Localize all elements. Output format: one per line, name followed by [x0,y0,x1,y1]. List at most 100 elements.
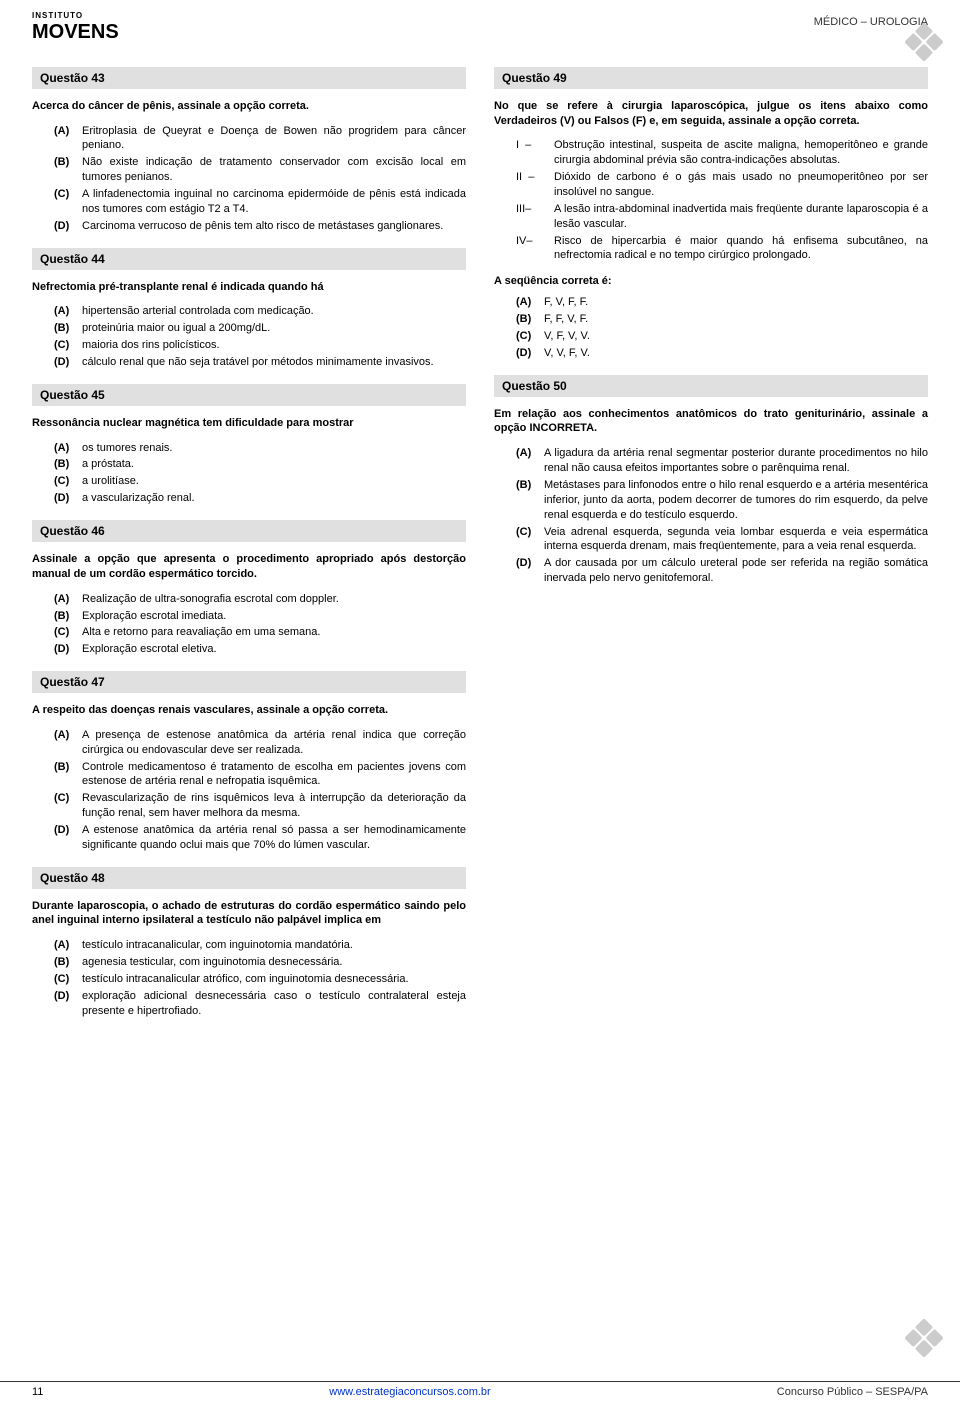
stem-43: Acerca do câncer de pênis, assinale a op… [32,99,466,114]
options-48: (A) testículo intracanalicular, com ingui… [32,938,466,1018]
option-text: Veia adrenal esquerda, segunda veia lomb… [544,525,928,555]
stem-47: A respeito das doenças renais vasculares… [32,703,466,718]
item-text: Obstrução intestinal, suspeita de ascite… [554,138,928,168]
item-49-IV: IV–Risco de hipercarbia é maior quando h… [516,234,928,264]
option-letter: (A) [54,124,78,154]
option-letter: (B) [54,457,78,472]
option-text: F, V, F, F. [544,295,928,310]
option-text: testículo intracanalicular, com inguinot… [82,938,466,953]
option-text: A presença de estenose anatômica da arté… [82,728,466,758]
option-letter: (B) [54,955,78,970]
option-text: exploração adicional desnecessária caso … [82,989,466,1019]
option-letter: (B) [54,760,78,790]
option-text: Realização de ultra-sonografia escrotal … [82,592,466,607]
option-48-C: (C) testículo intracanalicular atrófico, … [54,972,466,987]
option-text: Eritroplasia de Queyrat e Doença de Bowe… [82,124,466,154]
option-50-C: (C)Veia adrenal esquerda, segunda veia l… [516,525,928,555]
stem-50: Em relação aos conhecimentos anatômicos … [494,407,928,437]
option-letter: (C) [54,972,78,987]
option-49-A: (A) F, V, F, F. [516,295,928,310]
option-43-A: (A)Eritroplasia de Queyrat e Doença de B… [54,124,466,154]
item-text: Dióxido de carbono é o gás mais usado no… [554,170,928,200]
option-letter: (A) [54,592,78,607]
option-letter: (D) [54,642,78,657]
option-text: os tumores renais. [82,441,466,456]
option-48-B: (B)agenesia testicular, com inguinotomia… [54,955,466,970]
option-letter: (D) [54,823,78,853]
option-text: A dor causada por um cálculo ureteral po… [544,556,928,586]
option-letter: (C) [54,791,78,821]
option-text: Controle medicamentoso é tratamento de e… [82,760,466,790]
option-letter: (D) [516,346,540,361]
option-text: Revascularização de rins isquêmicos leva… [82,791,466,821]
option-text: a vascularização renal. [82,491,466,506]
option-letter: (A) [54,938,78,953]
question-header-45: Questão 45 [32,384,466,406]
option-text: Exploração escrotal eletiva. [82,642,466,657]
options-47: (A)A presença de estenose anatômica da a… [32,728,466,853]
option-letter: (A) [54,441,78,456]
option-47-C: (C)Revascularização de rins isquêmicos l… [54,791,466,821]
option-47-A: (A)A presença de estenose anatômica da a… [54,728,466,758]
option-letter: (B) [516,478,540,523]
stem-46: Assinale a opção que apresenta o procedi… [32,552,466,582]
option-letter: (C) [54,187,78,217]
option-letter: (A) [54,728,78,758]
option-letter: (D) [54,355,78,370]
question-header-44: Questão 44 [32,248,466,270]
item-roman: III– [516,202,550,232]
left-column: Questão 43 Acerca do câncer de pênis, as… [32,53,466,1021]
option-text: F, F, V, F. [544,312,928,327]
option-45-A: (A) os tumores renais. [54,441,466,456]
stem-49: No que se refere à cirurgia laparoscópic… [494,99,928,129]
option-text: A ligadura da artéria renal segmentar po… [544,446,928,476]
option-49-B: (B)F, F, V, F. [516,312,928,327]
option-text: cálculo renal que não seja tratável por … [82,355,466,370]
option-letter: (A) [516,446,540,476]
option-43-C: (C)A linfadenectomia inguinal no carcino… [54,187,466,217]
option-44-C: (C)maioria dos rins policísticos. [54,338,466,353]
option-50-D: (D)A dor causada por um cálculo ureteral… [516,556,928,586]
option-50-B: (B)Metástases para linfonodos entre o hi… [516,478,928,523]
footer-url: www.estrategiaconcursos.com.br [329,1386,490,1398]
option-47-D: (D)A estenose anatômica da artéria renal… [54,823,466,853]
option-text: A estenose anatômica da artéria renal só… [82,823,466,853]
logo: INSTITUTO MOVENS [32,12,119,43]
option-letter: (B) [54,321,78,336]
option-letter: (A) [54,304,78,319]
logo-line1: INSTITUTO [32,12,119,21]
option-text: maioria dos rins policísticos. [82,338,466,353]
option-letter: (A) [516,295,540,310]
question-header-50: Questão 50 [494,375,928,397]
option-46-D: (D) Exploração escrotal eletiva. [54,642,466,657]
option-47-B: (B)Controle medicamentoso é tratamento d… [54,760,466,790]
option-48-D: (D)exploração adicional desnecessária ca… [54,989,466,1019]
ornament-icon [910,1324,938,1352]
option-letter: (B) [54,609,78,624]
item-roman: IV– [516,234,550,264]
footer-right: Concurso Público – SESPA/PA [708,1386,928,1398]
item-49-II: II –Dióxido de carbono é o gás mais usad… [516,170,928,200]
item-text: Risco de hipercarbia é maior quando há e… [554,234,928,264]
option-49-D: (D)V, V, F, V. [516,346,928,361]
options-46: (A) Realização de ultra-sonografia escrot… [32,592,466,657]
option-text: a próstata. [82,457,466,472]
items-49: I –Obstrução intestinal, suspeita de asc… [494,138,928,263]
option-46-C: (C)Alta e retorno para reavaliação em um… [54,625,466,640]
option-text: testículo intracanalicular atrófico, com… [82,972,466,987]
question-header-43: Questão 43 [32,67,466,89]
right-column: Questão 49 No que se refere à cirurgia l… [494,53,928,1021]
option-letter: (D) [516,556,540,586]
options-43: (A)Eritroplasia de Queyrat e Doença de B… [32,124,466,234]
option-text: Não existe indicação de tratamento conse… [82,155,466,185]
options-50: (A)A ligadura da artéria renal segmentar… [494,446,928,586]
option-text: Exploração escrotal imediata. [82,609,466,624]
item-49-I: I –Obstrução intestinal, suspeita de asc… [516,138,928,168]
page-header: INSTITUTO MOVENS MÉDICO – UROLOGIA [32,12,928,43]
option-46-A: (A) Realização de ultra-sonografia escrot… [54,592,466,607]
stem-44: Nefrectomia pré-transplante renal é indi… [32,280,466,295]
stem-45: Ressonância nuclear magnética tem dificu… [32,416,466,431]
option-44-B: (B)proteinúria maior ou igual a 200mg/dL… [54,321,466,336]
ornament-icon [910,28,938,56]
item-text: A lesão intra-abdominal inadvertida mais… [554,202,928,232]
